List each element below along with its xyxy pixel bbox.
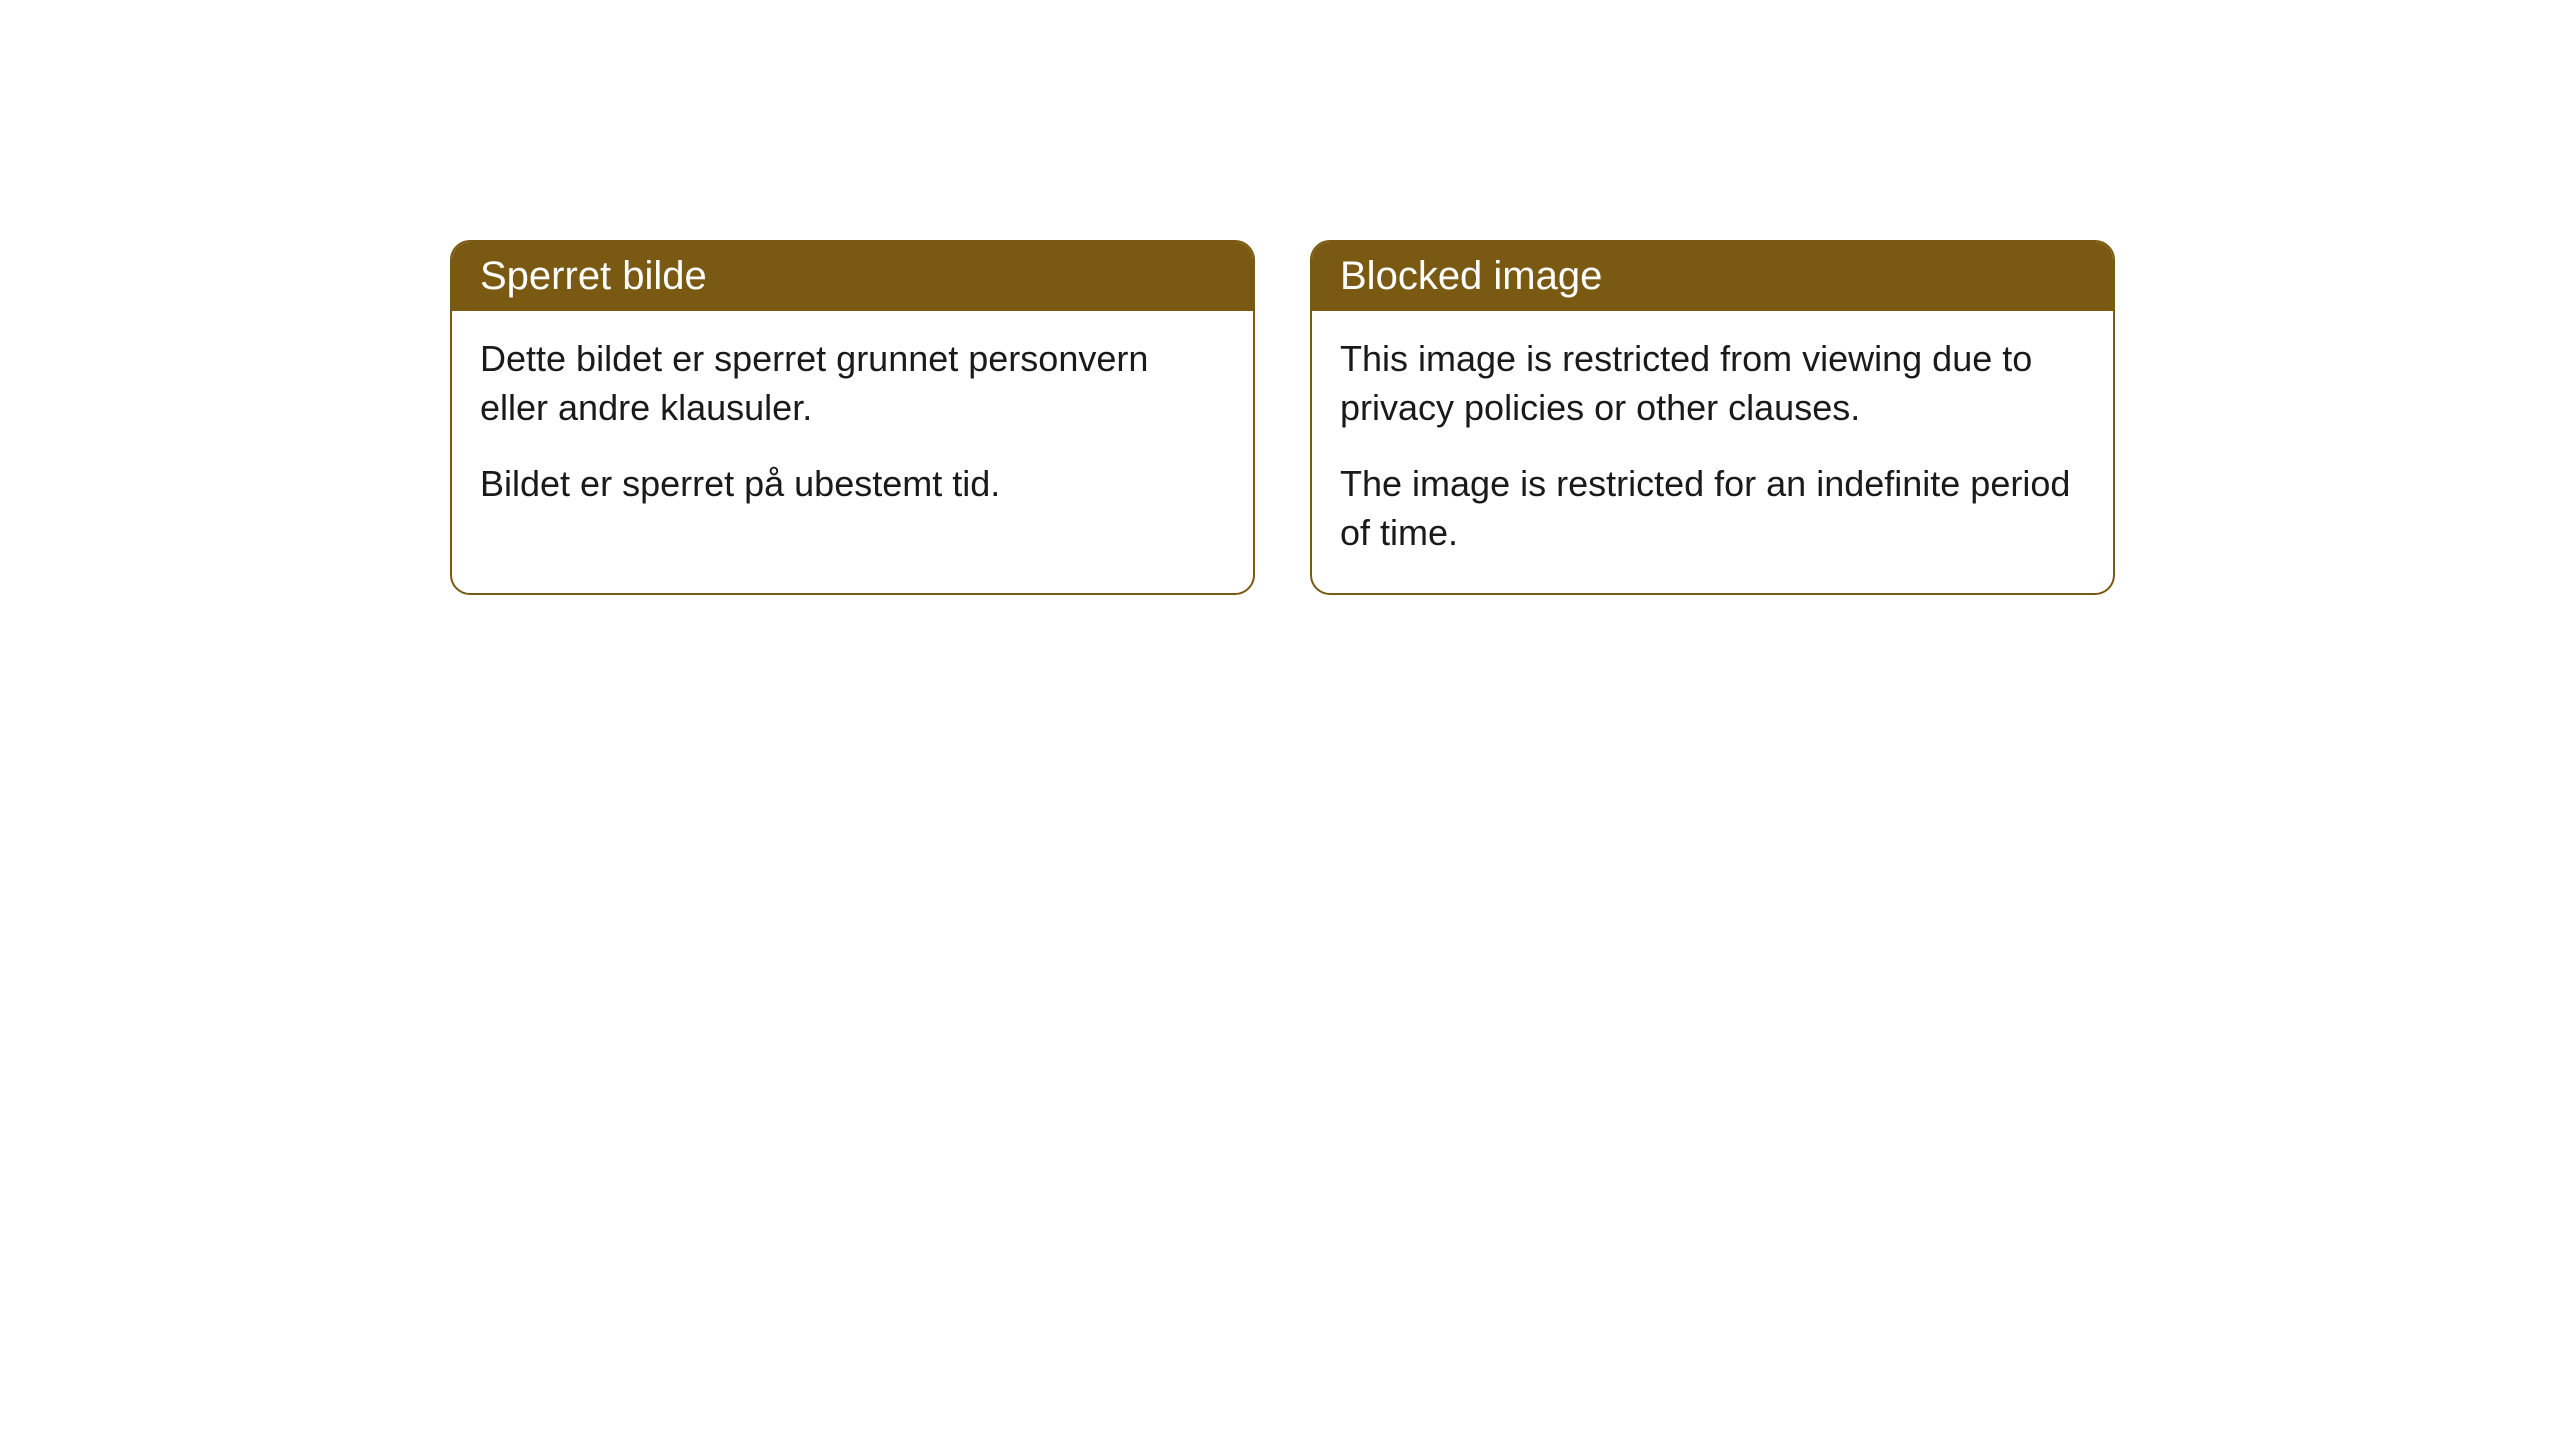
notice-card-norwegian: Sperret bilde Dette bildet er sperret gr… xyxy=(450,240,1255,595)
card-title: Sperret bilde xyxy=(480,254,707,298)
notice-cards-container: Sperret bilde Dette bildet er sperret gr… xyxy=(450,240,2115,595)
card-body: This image is restricted from viewing du… xyxy=(1312,311,2113,593)
card-header: Sperret bilde xyxy=(452,242,1253,311)
card-header: Blocked image xyxy=(1312,242,2113,311)
card-paragraph: The image is restricted for an indefinit… xyxy=(1340,460,2085,557)
card-body: Dette bildet er sperret grunnet personve… xyxy=(452,311,1253,545)
card-paragraph: Dette bildet er sperret grunnet personve… xyxy=(480,335,1225,432)
card-paragraph: This image is restricted from viewing du… xyxy=(1340,335,2085,432)
card-title: Blocked image xyxy=(1340,254,1602,298)
card-paragraph: Bildet er sperret på ubestemt tid. xyxy=(480,460,1225,509)
notice-card-english: Blocked image This image is restricted f… xyxy=(1310,240,2115,595)
